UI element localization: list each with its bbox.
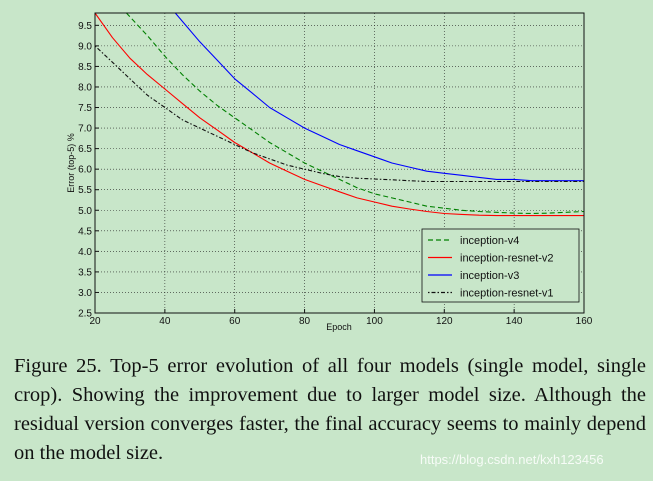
legend-label: inception-v4 (460, 235, 519, 247)
y-tick-label: 2.5 (78, 309, 92, 320)
plot-frame (94, 12, 585, 314)
tick-marks (94, 24, 585, 314)
legend-label: inception-v3 (460, 270, 519, 282)
x-tick-label: 120 (436, 316, 453, 327)
figure-caption: Figure 25. Top-5 error evolution of all … (14, 355, 646, 464)
series-line-inception-resnet-v2 (95, 13, 584, 217)
x-tick-label: 100 (366, 316, 383, 327)
error-evolution-chart: 20 40 60 80 100 120 140 160 2.5 3.0 3.5 4.0 4.5 5.0 5… (66, 12, 593, 332)
x-tick-label: 80 (299, 316, 311, 327)
x-tick-label: 60 (229, 316, 241, 327)
legend: inception-v4 inception-resnet-v2 inception… (421, 228, 580, 303)
y-tick-label: 7.5 (78, 103, 92, 114)
y-tick-label: 7.0 (78, 124, 92, 135)
series-group (95, 13, 584, 217)
y-tick-label: 3.5 (78, 267, 92, 278)
y-tick-label: 9.5 (78, 21, 92, 32)
y-tick-label: 4.5 (78, 226, 92, 237)
y-tick-label: 9.0 (78, 41, 92, 52)
legend-label: inception-resnet-v2 (460, 253, 554, 265)
y-axis-label: Error (top-5) % (66, 133, 76, 193)
y-tick-label: 8.0 (78, 82, 92, 93)
x-tick-label: 20 (89, 316, 101, 327)
y-tick-label: 6.0 (78, 165, 92, 176)
series-line-inception-v4 (125, 13, 584, 215)
y-tick-labels: 2.5 3.0 3.5 4.0 4.5 5.0 5.5 6.0 6.5 7.0 7.5 8.0 8.5 9… (78, 21, 92, 320)
series-line-inception-v3 (174, 13, 584, 182)
y-tick-label: 4.0 (78, 247, 92, 258)
x-tick-label: 140 (506, 316, 523, 327)
x-tick-label: 40 (159, 316, 171, 327)
legend-box (421, 228, 580, 303)
y-tick-label: 3.0 (78, 288, 92, 299)
x-axis-label: Epoch (326, 322, 352, 332)
y-tick-label: 5.0 (78, 206, 92, 217)
series-line-inception-resnet-v1 (95, 45, 584, 183)
y-tick-label: 6.5 (78, 144, 92, 155)
x-tick-labels: 20 40 60 80 100 120 140 160 (89, 316, 592, 327)
watermark: https://blog.csdn.net/kxh123456 (420, 452, 604, 467)
legend-label: inception-resnet-v1 (460, 288, 554, 300)
y-tick-label: 8.5 (78, 62, 92, 73)
y-tick-label: 5.5 (78, 185, 92, 196)
x-tick-label: 160 (576, 316, 593, 327)
